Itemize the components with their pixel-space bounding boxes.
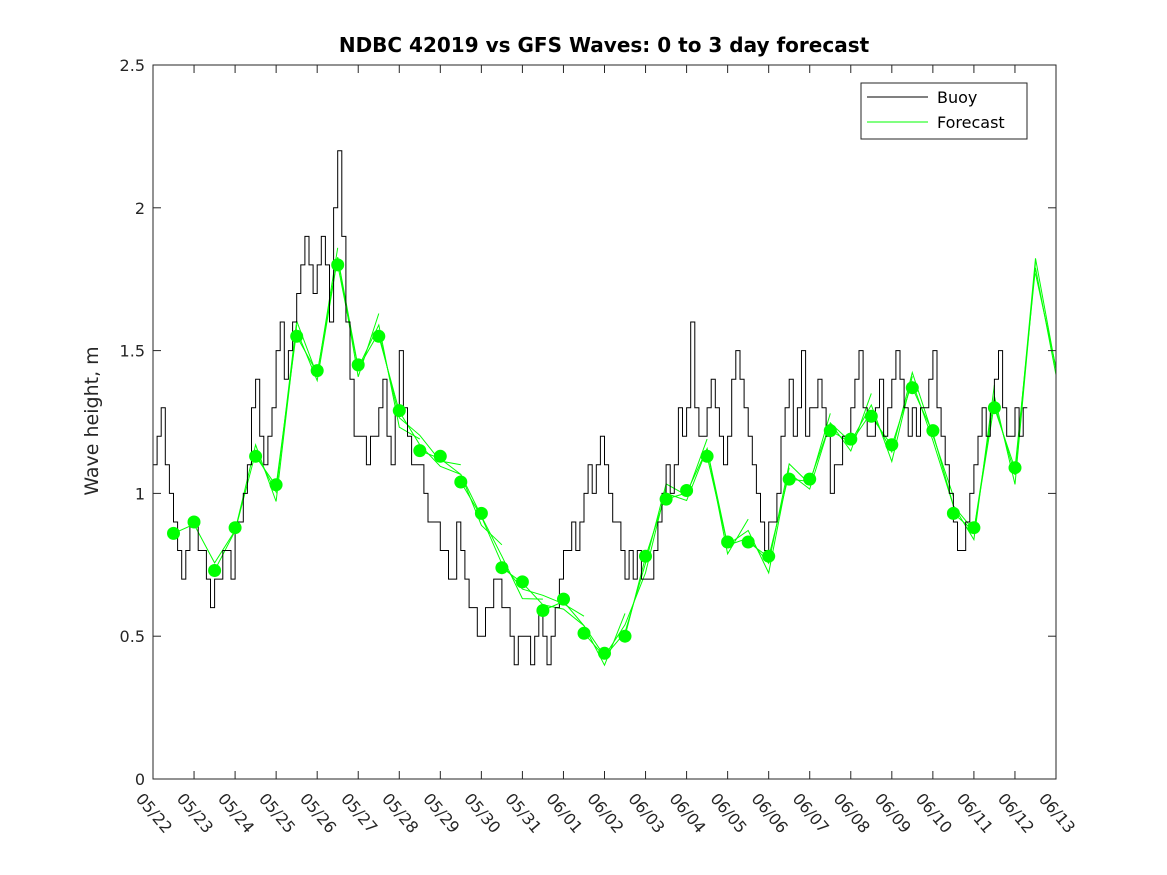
forecast-point — [680, 484, 694, 497]
forecast-point — [926, 424, 940, 438]
y-tick-label: 1.5 — [120, 342, 145, 361]
legend: Buoy Forecast — [860, 82, 1028, 140]
forecast-point — [618, 629, 632, 643]
legend-buoy-label: Buoy — [937, 88, 977, 107]
forecast-point — [864, 409, 878, 423]
y-tick-label: 0 — [135, 770, 145, 789]
forecast-point — [803, 472, 817, 486]
y-axis-label: Wave height, m — [81, 346, 103, 495]
forecast-point — [823, 424, 837, 438]
forecast-point — [987, 401, 1001, 415]
forecast-point — [474, 506, 488, 520]
forecast-point — [454, 475, 468, 489]
forecast-point — [967, 521, 981, 535]
forecast-point — [208, 564, 222, 577]
forecast-point — [659, 492, 673, 506]
forecast-point — [536, 604, 550, 617]
forecast-point — [782, 472, 796, 486]
forecast-point — [741, 535, 755, 549]
forecast-point — [331, 258, 345, 272]
forecast-point — [721, 535, 735, 549]
forecast-point — [515, 575, 529, 589]
forecast-point — [372, 329, 386, 343]
forecast-point — [249, 449, 263, 463]
forecast-point — [1008, 461, 1022, 475]
forecast-point — [905, 381, 919, 395]
y-tick-label: 1 — [135, 484, 145, 503]
forecast-point — [433, 449, 447, 463]
forecast-point — [290, 329, 304, 343]
forecast-point — [269, 478, 283, 492]
buoy-lines — [153, 150, 1028, 666]
forecast-point — [946, 506, 960, 520]
forecast-point — [413, 444, 427, 458]
legend-forecast-label: Forecast — [937, 113, 1005, 132]
y-tick-label: 2.5 — [120, 56, 145, 75]
forecast-point — [700, 449, 714, 463]
forecast-point — [762, 549, 776, 563]
chart-title: NDBC 42019 vs GFS Waves: 0 to 3 day fore… — [339, 33, 870, 57]
y-tick-label: 2 — [135, 199, 145, 218]
forecast-point — [885, 438, 899, 452]
forecast-point — [167, 526, 180, 540]
forecast-point — [639, 549, 652, 563]
forecast-series-line — [1035, 273, 1057, 368]
forecast-point — [392, 404, 406, 418]
y-ticks: 0 0.5 1 1.5 2 2.5 — [120, 56, 1056, 789]
forecast-point — [187, 515, 201, 529]
forecast-point — [228, 521, 242, 535]
forecast-point — [351, 358, 365, 372]
forecast-point — [495, 561, 509, 575]
forecast-point — [557, 592, 570, 606]
buoy-series-line — [153, 150, 1028, 666]
forecast-markers — [167, 258, 1022, 660]
y-tick-label: 0.5 — [120, 627, 145, 646]
forecast-point — [844, 432, 858, 446]
forecast-point — [310, 364, 324, 378]
plot-area — [153, 65, 1056, 779]
legend-box — [860, 82, 1028, 140]
forecast-point — [577, 626, 591, 640]
forecast-point — [598, 646, 611, 660]
